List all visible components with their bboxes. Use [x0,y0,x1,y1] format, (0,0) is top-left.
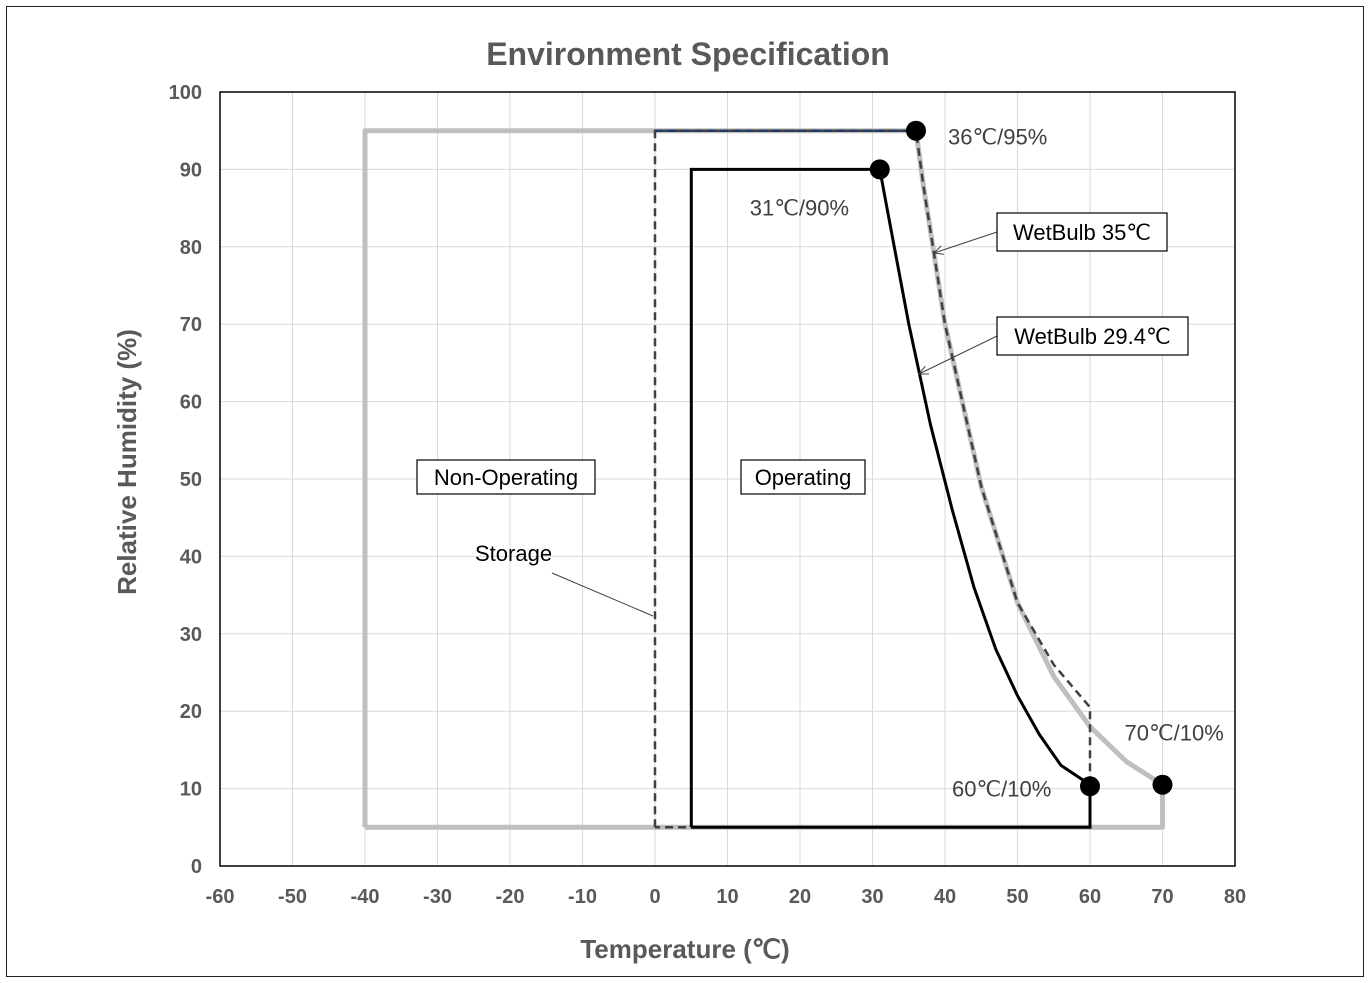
annotation-box [740,459,866,495]
data-point [1152,774,1173,795]
y-tick-label: 70 [180,314,202,336]
leader-arrowhead [917,365,930,375]
plot-border-rect [219,91,1236,867]
annotation-box [996,316,1189,356]
x-tick-label: 60 [1079,886,1101,908]
annotation-box [416,459,596,495]
y-tick-label: 50 [180,469,202,491]
leader-line [933,231,998,254]
tick-labels: -60 -50 -40 -30 -20 -10 0 10 20 30 40 50 60 70 80 0 10 20… [169,82,1247,908]
data-point [1080,776,1100,797]
data-point [906,120,926,141]
x-tick-label: -10 [568,886,597,908]
point-label: 31℃/90% [750,195,849,220]
data-point [869,159,890,180]
y-tick-label: 30 [180,624,202,646]
x-tick-label: 10 [716,886,738,908]
point-label: 36℃/95% [948,125,1047,150]
chart-frame: -60 -50 -40 -30 -20 -10 0 10 20 30 40 50 60 70 80 0 10 20… [6,6,1364,977]
x-tick-label: 40 [934,886,956,908]
annotation-label: WetBulb 29.4℃ [1014,324,1170,349]
x-tick-label: 0 [649,886,660,908]
x-axis-title: Temperature (℃) [580,934,789,964]
x-tick-label: -20 [496,886,525,908]
point-label: 60℃/10% [952,776,1051,801]
x-tick-label: 20 [789,886,811,908]
x-tick-label: 50 [1006,886,1028,908]
point-label: 70℃/10% [1125,721,1224,746]
grid [219,91,1236,867]
y-tick-label: 20 [180,701,202,723]
y-tick-label: 10 [180,779,202,801]
storage-line [653,129,1092,829]
leader-line [551,572,654,617]
plot-area-border [219,91,1236,867]
leader-line [918,335,998,375]
environment-chart: -60 -50 -40 -30 -20 -10 0 10 20 30 40 50 60 70 80 0 10 20… [112,36,1247,964]
annotation-label: WetBulb 35℃ [1013,220,1151,245]
x-tick-label: 70 [1151,886,1173,908]
y-tick-label: 0 [191,856,202,878]
data-points [869,120,1173,797]
annotations: 36℃/95% 31℃/90% 60℃/10% 70℃/10% Non-Operatin… [416,125,1224,801]
y-tick-label: 90 [180,159,202,181]
y-tick-label: 100 [169,82,202,104]
leader-arrowhead [932,245,944,255]
y-tick-label: 40 [180,546,202,568]
annotation-box [996,212,1168,252]
x-tick-label: -40 [351,886,380,908]
x-tick-label: 80 [1224,886,1246,908]
annotation-label: Storage [475,541,552,566]
annotation-label: Operating [755,465,852,490]
y-tick-label: 60 [180,392,202,414]
leader-lines [551,231,998,617]
chart-title: Environment Specification [486,36,890,72]
x-tick-label: -60 [206,886,235,908]
operating-line [689,167,1092,829]
y-axis-title: Relative Humidity (%) [112,329,142,595]
y-tick-label: 80 [180,237,202,259]
x-tick-label: -30 [423,886,452,908]
x-tick-label: -50 [278,886,307,908]
annotation-label: Non-Operating [434,465,578,490]
x-tick-label: 30 [861,886,883,908]
